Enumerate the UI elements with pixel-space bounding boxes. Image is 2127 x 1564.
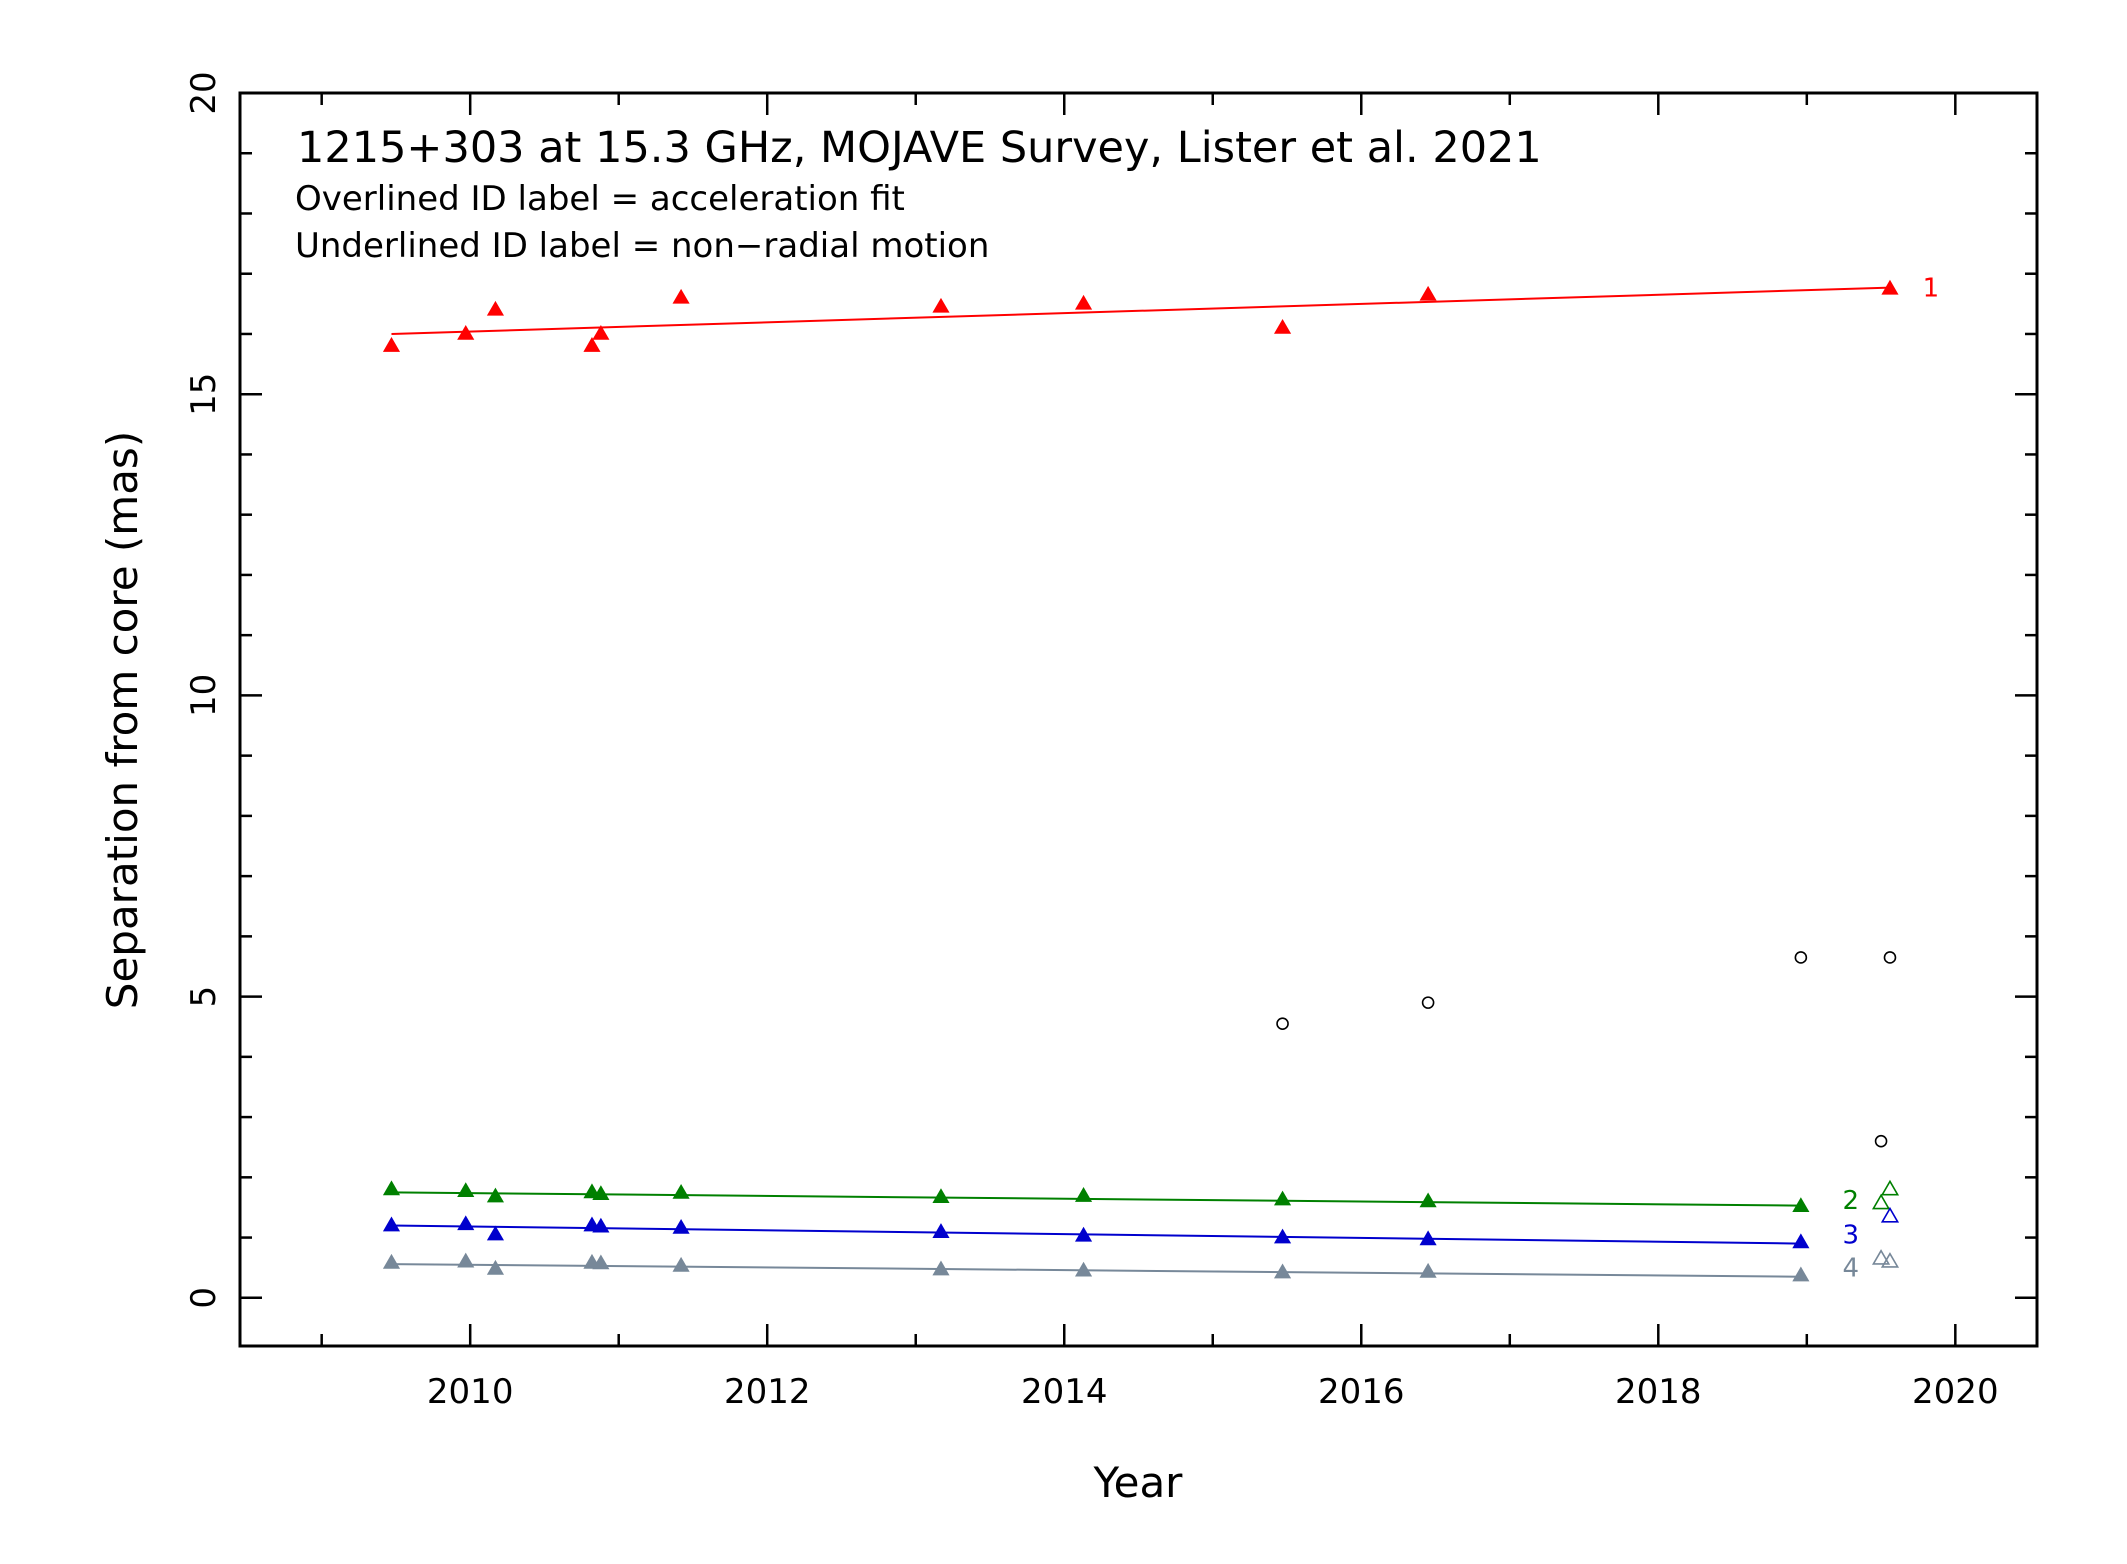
point-comp-1 [457, 324, 475, 340]
chart-title: 1215+303 at 15.3 GHz, MOJAVE Survey, Lis… [297, 123, 1542, 173]
point-comp-3 [486, 1225, 505, 1241]
point-comp-4 [486, 1259, 505, 1275]
annotation-nonradial: Underlined ID label = non−radial motion [295, 226, 989, 266]
id-label-4: 4 [1842, 1254, 1859, 1284]
x-tick-label: 2020 [1912, 1372, 1999, 1412]
y-tick-label: 15 [184, 373, 224, 416]
id-label-2: 2 [1842, 1186, 1859, 1216]
point-comp-4 [382, 1253, 401, 1269]
x-tick-label: 2010 [427, 1372, 514, 1412]
point-comp-3 [592, 1217, 610, 1233]
open-point-comp-4 [1871, 1249, 1891, 1265]
fit-line-3 [391, 1224, 1801, 1245]
point-comp-3 [1792, 1233, 1810, 1249]
point-comp-4 [592, 1254, 610, 1270]
open-point-comp-4 [1880, 1252, 1900, 1268]
y-tick-label: 5 [184, 986, 224, 1008]
point-comp-2 [592, 1185, 610, 1201]
point-comp-2 [457, 1182, 475, 1198]
point-comp-3 [1074, 1226, 1093, 1242]
unassigned-point [1874, 1134, 1888, 1148]
point-comp-4 [1273, 1263, 1292, 1279]
id-label-3: 3 [1842, 1221, 1859, 1251]
point-comp-3 [457, 1215, 475, 1231]
fit-line-2 [391, 1191, 1801, 1207]
x-tick-label: 2014 [1021, 1372, 1108, 1412]
point-comp-2 [1792, 1197, 1810, 1213]
point-comp-1 [592, 324, 610, 340]
point-comp-4 [672, 1256, 690, 1272]
point-comp-2 [1273, 1190, 1292, 1206]
point-comp-4 [1792, 1266, 1810, 1282]
unassigned-point [1421, 996, 1435, 1009]
open-point-comp-3 [1880, 1206, 1900, 1223]
point-comp-1 [382, 337, 401, 352]
y-tick-label: 0 [184, 1287, 224, 1309]
annotation-acceleration: Overlined ID label = acceleration fit [295, 179, 905, 219]
unassigned-point [1794, 951, 1808, 964]
x-tick-label: 2016 [1318, 1372, 1405, 1412]
x-axis-label: Year [1093, 1458, 1184, 1507]
y-tick-label: 10 [184, 674, 224, 717]
point-comp-3 [1273, 1228, 1292, 1244]
point-comp-2 [932, 1188, 950, 1204]
point-comp-2 [1074, 1187, 1093, 1202]
point-comp-2 [382, 1180, 401, 1196]
point-comp-3 [672, 1218, 690, 1234]
open-point-comp-2 [1880, 1179, 1900, 1196]
x-tick-label: 2012 [724, 1372, 811, 1412]
point-comp-1 [486, 300, 505, 316]
component-id-labels: 1 2 34 [1842, 274, 1939, 1284]
point-comp-2 [672, 1184, 690, 1199]
y-axis-label: Separation from core (mas) [98, 431, 147, 1009]
plot-frame [238, 91, 2039, 1348]
y-tick-label: 20 [184, 71, 224, 114]
fit-line-4 [391, 1263, 1801, 1278]
point-comp-1 [1881, 279, 1899, 295]
point-comp-1 [672, 288, 690, 304]
point-comp-3 [382, 1216, 401, 1232]
unassigned-point [1276, 1017, 1289, 1031]
point-comp-1 [583, 337, 601, 352]
point-comp-2 [486, 1187, 505, 1203]
point-comp-3 [1419, 1230, 1437, 1246]
point-comp-2 [1419, 1192, 1437, 1208]
point-comp-4 [932, 1260, 950, 1276]
point-comp-1 [1273, 318, 1292, 334]
point-comp-4 [1074, 1261, 1093, 1277]
fit-lines [391, 286, 1891, 1278]
data-points [382, 279, 1900, 1282]
unassigned-point [1883, 951, 1897, 964]
point-comp-3 [932, 1223, 950, 1238]
open-point-comp-2 [1871, 1193, 1891, 1210]
point-comp-4 [457, 1252, 475, 1268]
tick-labels: 2010 2012 2014 2016 2018 2020 0 5 10 15 20 [184, 71, 1999, 1412]
point-comp-1 [1074, 294, 1093, 310]
fit-line-1 [391, 286, 1891, 335]
x-tick-label: 2018 [1615, 1372, 1702, 1412]
point-comp-4 [1419, 1262, 1437, 1278]
id-label-1: 1 [1923, 274, 1940, 304]
point-comp-1 [1419, 285, 1437, 301]
point-comp-1 [932, 297, 950, 313]
axis-ticks [240, 91, 2037, 1346]
